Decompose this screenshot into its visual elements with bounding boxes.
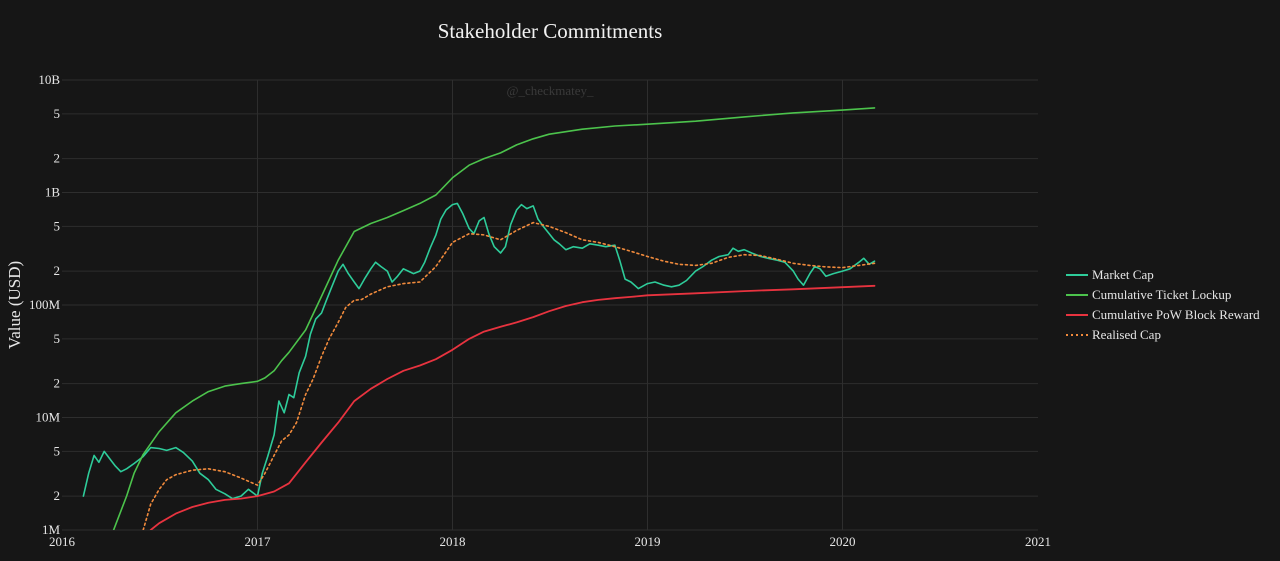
y-tick-label: 100M — [29, 297, 61, 312]
y-tick-label: 2 — [54, 151, 61, 166]
y-tick-label: 2 — [54, 376, 61, 391]
y-tick-label: 1M — [42, 522, 61, 537]
x-tick-label: 2019 — [634, 534, 660, 549]
axis-layer: 1M 2 5 10M 2 5 100M 2 5 1B 2 5 10B 2016 2017 2018 2019 20… — [29, 72, 1051, 549]
x-tick-label: 2017 — [245, 534, 272, 549]
series-line-cumulative-pow-block-reward[interactable] — [149, 284, 876, 530]
y-tick-label: 2 — [54, 263, 61, 278]
y-tick-label: 2 — [54, 488, 61, 503]
x-tick-label: 2016 — [49, 534, 76, 549]
chart-title: Stakeholder Commitments — [438, 19, 663, 43]
grid-layer — [62, 79, 1038, 531]
y-tick-label: 10M — [35, 410, 60, 425]
legend-label: Realised Cap — [1092, 327, 1161, 342]
legend[interactable]: Market Cap Cumulative Ticket Lockup Cumula… — [1066, 267, 1260, 342]
legend-item-market-cap[interactable]: Market Cap — [1066, 267, 1154, 282]
y-tick-label: 5 — [54, 218, 61, 233]
legend-item-cumulative-ticket-lockup[interactable]: Cumulative Ticket Lockup — [1066, 287, 1231, 302]
legend-label: Market Cap — [1092, 267, 1154, 282]
y-tick-label: 5 — [54, 331, 61, 346]
legend-label: Cumulative Ticket Lockup — [1092, 287, 1231, 302]
legend-label: Cumulative PoW Block Reward — [1092, 307, 1260, 322]
x-tick-label: 2021 — [1025, 534, 1051, 549]
series-line-market-cap[interactable] — [82, 202, 876, 500]
series-layer — [82, 107, 876, 541]
y-tick-label: 5 — [54, 443, 61, 458]
x-tick-label: 2018 — [440, 534, 466, 549]
x-tick-label: 2020 — [829, 534, 855, 549]
watermark-text: @_checkmatey_ — [506, 83, 594, 98]
legend-item-cumulative-pow-block-reward[interactable]: Cumulative PoW Block Reward — [1066, 307, 1260, 322]
series-line-realised-cap[interactable] — [142, 221, 876, 530]
legend-item-realised-cap[interactable]: Realised Cap — [1066, 327, 1161, 342]
y-tick-label: 10B — [38, 72, 60, 87]
y-axis-title: Value (USD) — [5, 261, 24, 349]
y-tick-label: 5 — [54, 106, 61, 121]
y-tick-label: 1B — [45, 185, 61, 200]
series-line-cumulative-ticket-lockup[interactable] — [110, 107, 876, 541]
